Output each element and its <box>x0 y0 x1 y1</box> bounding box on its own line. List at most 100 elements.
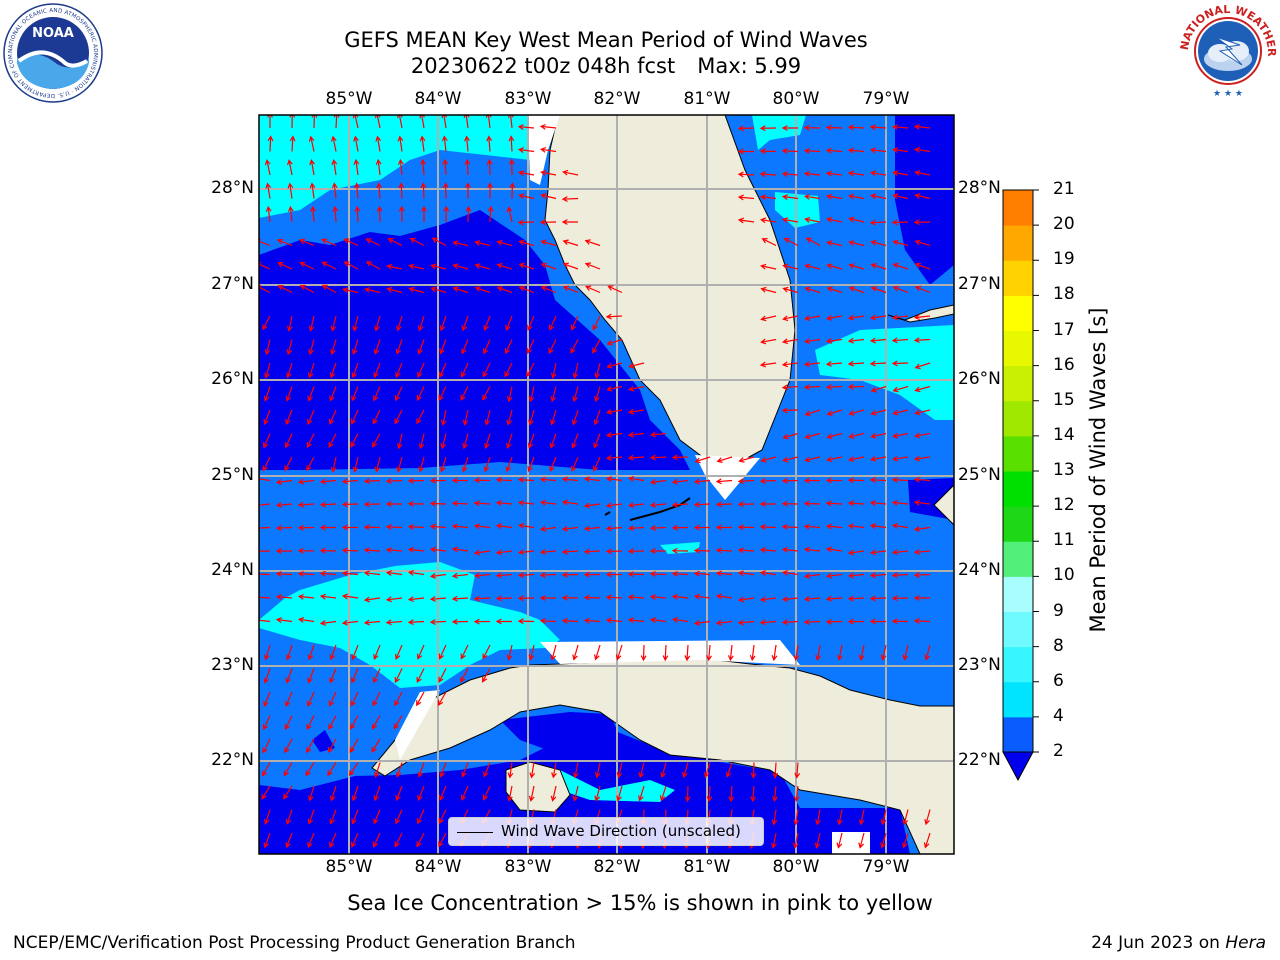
wind-wave-arrow <box>373 362 381 379</box>
wind-wave-arrow <box>287 205 294 223</box>
wind-wave-arrow <box>393 715 403 730</box>
wind-wave-arrow <box>737 217 755 224</box>
grand-bahama <box>887 304 954 323</box>
wind-wave-arrow <box>640 644 647 662</box>
wind-wave-arrow <box>760 263 777 270</box>
wind-wave-arrow <box>496 239 513 247</box>
wind-wave-arrow <box>372 409 381 425</box>
wind-wave-arrow <box>638 785 645 802</box>
wind-wave-arrow <box>892 239 909 247</box>
wind-wave-arrow <box>914 193 931 200</box>
wind-wave-arrow <box>792 832 799 849</box>
wind-wave-arrow <box>526 339 535 355</box>
wind-wave-arrow <box>387 238 403 247</box>
wind-wave-arrow <box>781 570 799 576</box>
wind-wave-arrow <box>550 785 557 802</box>
colorbar-tick-label: 16 <box>1053 354 1075 375</box>
wind-wave-arrow <box>594 785 601 802</box>
wind-wave-arrow <box>289 135 296 152</box>
wind-wave-arrow <box>826 216 843 223</box>
footer-branch: NCEP/EMC/Verification Post Processing Pr… <box>13 933 576 953</box>
wind-wave-arrow <box>351 339 359 355</box>
wind-wave-arrow <box>869 549 887 556</box>
wind-wave-arrow <box>891 314 909 321</box>
wind-wave-arrow <box>440 433 447 450</box>
wind-wave-arrow <box>649 548 666 554</box>
wind-wave-arrow <box>549 433 557 449</box>
wind-wave-arrow <box>826 240 843 247</box>
colorbar-tick-label: 17 <box>1053 319 1075 340</box>
wind-wave-arrow <box>451 523 469 530</box>
wind-wave-arrow <box>561 525 579 532</box>
wind-wave-arrow <box>350 832 359 848</box>
wind-wave-arrow <box>287 159 293 176</box>
wind-wave-arrow <box>259 594 271 601</box>
wind-wave-arrow <box>307 809 315 825</box>
wind-wave-arrow <box>509 182 516 199</box>
wind-wave-arrow <box>605 432 623 438</box>
wind-wave-arrow <box>527 433 535 449</box>
wind-wave-arrow <box>858 644 865 661</box>
wind-wave-arrow <box>583 594 601 601</box>
wind-wave-arrow <box>584 239 601 247</box>
lon-label-bottom: 81°W <box>683 857 731 877</box>
colorbar-tick-label: 11 <box>1053 530 1075 551</box>
wind-wave-arrow <box>825 477 843 484</box>
wind-wave-arrow <box>848 432 865 439</box>
wind-wave-arrow <box>539 476 557 483</box>
wind-wave-arrow <box>781 338 799 345</box>
wind-wave-arrow <box>550 386 557 403</box>
wind-wave-arrow <box>461 762 469 778</box>
wind-wave-arrow <box>662 644 669 662</box>
wind-wave-arrow <box>572 644 579 661</box>
wind-wave-arrow <box>671 478 689 485</box>
wind-wave-arrow <box>781 125 798 131</box>
footer-timestamp: 24 Jun 2023 on Hera <box>1091 933 1266 953</box>
wind-wave-arrow <box>416 809 425 825</box>
lon-label-bottom: 85°W <box>325 857 373 877</box>
lon-label-top: 85°W <box>325 89 373 109</box>
colorbar-segment <box>1003 435 1033 472</box>
wind-wave-arrow <box>464 158 471 176</box>
wind-wave-arrow <box>395 809 403 825</box>
wind-wave-arrow <box>847 383 865 390</box>
wind-wave-arrow <box>286 362 293 379</box>
wind-wave-arrow <box>328 409 337 425</box>
wind-wave-arrow <box>848 240 865 247</box>
wind-wave-arrow <box>649 502 667 508</box>
wind-wave-arrow <box>438 668 447 683</box>
wind-wave-arrow <box>306 456 315 472</box>
contour-fill-4-6-north <box>259 115 530 218</box>
wind-wave-arrow <box>539 499 557 506</box>
wind-wave-arrow <box>363 547 381 554</box>
wind-wave-arrow <box>385 619 403 626</box>
wind-wave-arrow <box>306 715 315 731</box>
wind-wave-arrow <box>397 135 404 152</box>
wind-wave-arrow <box>262 456 271 472</box>
wind-wave-arrow <box>341 478 359 485</box>
wind-wave-arrow <box>892 262 909 270</box>
wind-wave-arrow <box>263 809 271 825</box>
wind-wave-arrow <box>540 239 557 247</box>
wind-wave-arrow <box>431 237 447 247</box>
wind-wave-arrow <box>518 193 535 200</box>
wind-wave-arrow <box>396 433 403 450</box>
wind-wave-arrow <box>486 135 493 152</box>
wind-wave-arrow <box>330 315 337 332</box>
wind-wave-arrow <box>561 219 578 225</box>
wind-wave-arrow <box>715 547 733 554</box>
wind-wave-arrow <box>760 315 777 322</box>
wind-wave-arrow <box>870 385 887 393</box>
wind-wave-arrow <box>518 262 535 270</box>
wind-wave-arrow <box>913 337 931 344</box>
wind-wave-arrow <box>517 147 535 153</box>
wind-wave-arrow <box>847 314 865 321</box>
wind-wave-arrow <box>374 315 381 332</box>
wind-wave-arrow <box>319 501 337 508</box>
wind-wave-arrow <box>804 409 821 417</box>
wind-wave-arrow <box>277 285 293 294</box>
wind-wave-arrow <box>329 809 337 825</box>
wind-wave-arrow <box>496 263 513 270</box>
wind-wave-arrow <box>350 433 359 448</box>
wind-wave-arrow <box>693 478 711 485</box>
